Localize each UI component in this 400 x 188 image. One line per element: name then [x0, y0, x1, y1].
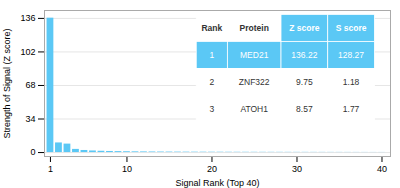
svg-text:136: 136 [20, 13, 35, 23]
svg-text:1: 1 [209, 50, 214, 60]
svg-text:1: 1 [48, 164, 53, 174]
svg-text:0: 0 [30, 147, 35, 157]
svg-text:136.22: 136.22 [291, 50, 317, 60]
svg-text:128.27: 128.27 [338, 50, 364, 60]
svg-text:68: 68 [25, 80, 35, 90]
svg-text:Strength of Signal (Z score): Strength of Signal (Z score) [2, 28, 12, 138]
svg-text:34: 34 [25, 114, 35, 124]
svg-text:10: 10 [122, 164, 132, 174]
svg-text:8.57: 8.57 [296, 104, 313, 114]
svg-text:20: 20 [207, 164, 217, 174]
svg-text:1.77: 1.77 [343, 104, 360, 114]
svg-text:MED21: MED21 [240, 50, 269, 60]
svg-text:2: 2 [209, 77, 214, 87]
svg-text:1.18: 1.18 [343, 77, 360, 87]
svg-text:102: 102 [20, 47, 35, 57]
svg-text:3: 3 [209, 104, 214, 114]
svg-text:ZNF322: ZNF322 [239, 77, 270, 87]
svg-text:9.75: 9.75 [296, 77, 313, 87]
svg-text:Protein: Protein [240, 23, 269, 33]
svg-text:ATOH1: ATOH1 [240, 104, 268, 114]
svg-text:Signal Rank (Top 40): Signal Rank (Top 40) [175, 178, 259, 188]
svg-text:S score: S score [336, 23, 367, 33]
svg-text:Rank: Rank [201, 23, 222, 33]
svg-text:30: 30 [292, 164, 302, 174]
svg-text:40: 40 [377, 164, 387, 174]
svg-text:Z score: Z score [289, 23, 320, 33]
